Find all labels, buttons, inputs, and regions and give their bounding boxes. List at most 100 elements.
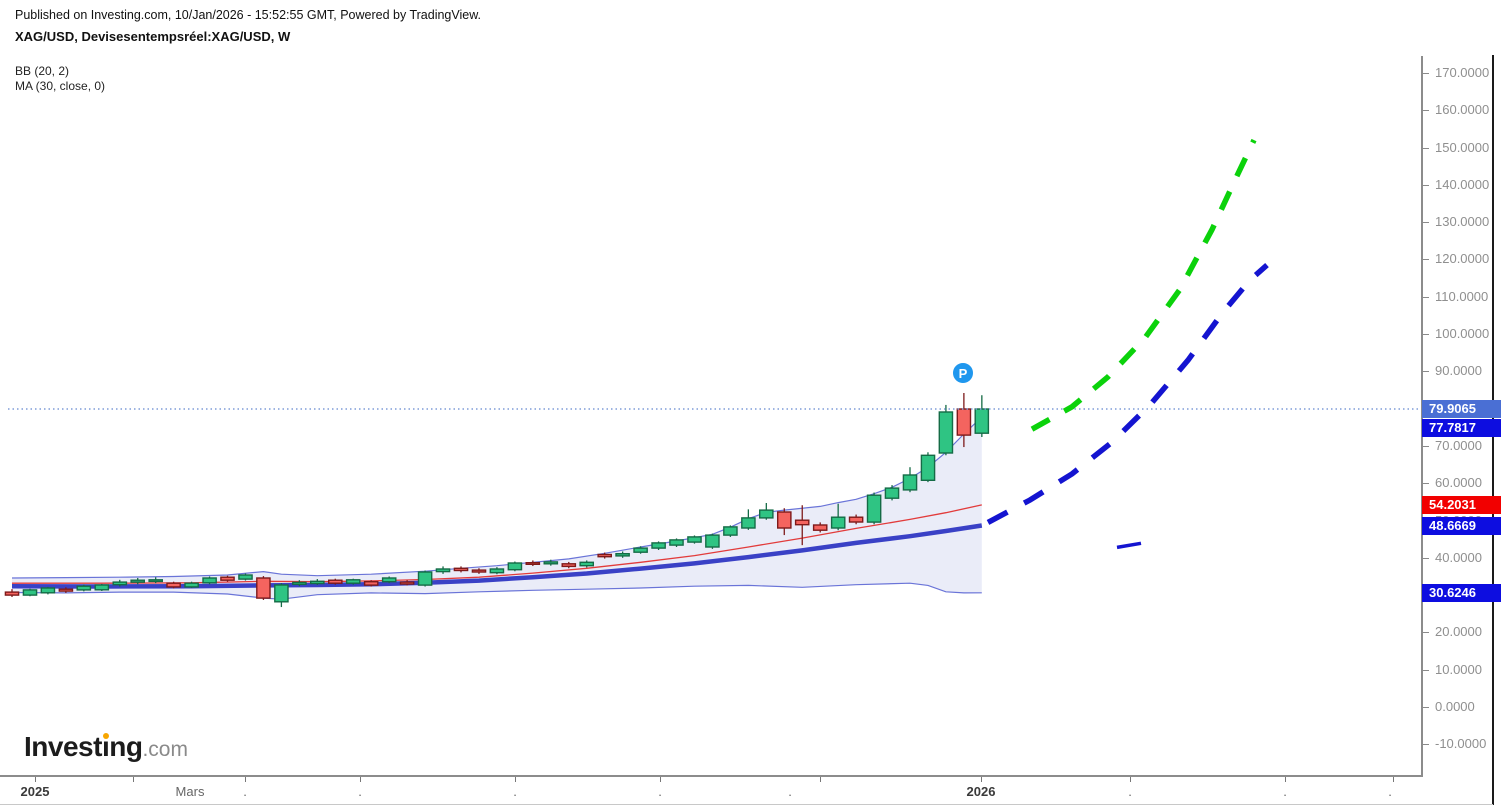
y-tick-label: 60.0000: [1435, 475, 1482, 491]
x-tick-mark: [360, 777, 361, 782]
candle-up: [615, 551, 630, 558]
projection-blue-fragment: [1116, 541, 1142, 550]
y-tick-mark: [1423, 483, 1429, 485]
chart-bottom-border: [0, 804, 1493, 805]
candle-up: [830, 503, 846, 531]
x-axis-label: .: [1388, 784, 1392, 799]
price-label: 30.6246: [1422, 583, 1501, 602]
legend-bb[interactable]: BB (20, 2): [15, 64, 70, 78]
x-tick-mark: [245, 777, 246, 782]
x-tick-mark: [1285, 777, 1286, 782]
candle-up: [759, 503, 774, 520]
candle-up: [345, 578, 361, 585]
published-line: Published on Investing.com, 10/Jan/2026 …: [15, 8, 482, 22]
candle-down: [166, 581, 181, 589]
candle-down: [453, 566, 469, 573]
candle-up: [938, 404, 954, 456]
investing-logo: Investı ng.com: [24, 731, 188, 762]
legend-ma[interactable]: MA (30, close, 0): [15, 79, 106, 93]
candle-up: [40, 586, 56, 595]
bb-basis-line: [12, 504, 982, 584]
price-label: 77.7817: [1422, 418, 1501, 437]
candle-down: [256, 576, 271, 600]
y-tick-mark: [1423, 445, 1429, 447]
time-axis[interactable]: 2025 Mars..... 2026...: [0, 777, 1501, 805]
candle-down: [794, 505, 810, 546]
y-tick-label: 150.0000: [1435, 139, 1490, 155]
candle-up: [381, 576, 397, 584]
y-tick-mark: [1423, 259, 1429, 261]
candle-down: [777, 508, 792, 536]
candle-up: [633, 546, 648, 554]
candle-down: [848, 514, 864, 525]
y-tick-label: 10.0000: [1435, 661, 1482, 677]
y-tick-label: 20.0000: [1435, 624, 1482, 640]
y-tick-label: 0.0000: [1435, 699, 1475, 714]
x-axis-label: 2026: [966, 784, 996, 799]
y-tick-mark: [1423, 632, 1429, 634]
y-tick-mark: [1423, 371, 1429, 373]
candle-up: [902, 467, 918, 493]
candle-down: [812, 522, 828, 533]
symbol-title: XAG/USD, Devisesentempsréel:XAG/USD, W: [15, 29, 291, 44]
candle-down: [363, 580, 379, 587]
candle-up: [651, 541, 666, 550]
candle-up: [741, 509, 756, 530]
candle-up: [94, 583, 110, 592]
candle-up: [76, 584, 92, 592]
y-tick-mark: [1423, 73, 1429, 74]
candle-down: [956, 392, 972, 448]
candle-up: [974, 395, 990, 437]
candle-down: [220, 575, 235, 582]
x-axis-label: Mars: [175, 784, 205, 799]
candle-up: [22, 588, 38, 597]
candle-down: [399, 580, 415, 586]
candle-up: [687, 535, 702, 544]
candle-up: [723, 525, 738, 537]
y-tick-label: 100.0000: [1435, 326, 1490, 342]
x-axis-label: .: [358, 784, 362, 799]
candle-up: [184, 581, 199, 589]
candle-up: [579, 560, 594, 568]
x-tick-mark: [981, 777, 982, 782]
y-tick-mark: [1423, 147, 1429, 149]
candle-up: [705, 533, 720, 549]
x-axis-label: 2025: [20, 784, 50, 799]
price-axis[interactable]: 170.0000 160.0000 150.0000 140.0000 130.0000…: [1421, 55, 1501, 777]
price-label: 54.2031: [1422, 495, 1501, 514]
candle-up: [507, 561, 523, 572]
candle-up: [202, 576, 217, 585]
candle-down: [58, 587, 74, 593]
y-tick-label: 90.0000: [1435, 363, 1482, 379]
projection-green-dashed: [1030, 138, 1257, 432]
p-marker[interactable]: P: [951, 361, 975, 385]
candle-up: [112, 579, 128, 587]
price-label: 79.9065: [1422, 399, 1501, 418]
x-axis-separator: [0, 775, 1423, 777]
candle-up: [148, 577, 164, 584]
x-axis-label: .: [788, 784, 792, 799]
candle-down: [328, 578, 343, 585]
y-tick-mark: [1423, 557, 1429, 559]
x-tick-mark: [35, 777, 36, 782]
y-tick-mark: [1423, 110, 1429, 112]
y-tick-label: 160.0000: [1435, 102, 1490, 118]
projection-blue-dashed: [986, 263, 1269, 525]
candle-up: [310, 579, 325, 586]
candle-up: [543, 559, 559, 566]
x-tick-mark: [1130, 777, 1131, 782]
candle-down: [471, 568, 487, 574]
candle-up: [669, 538, 684, 548]
indicator-legend: BB (20, 2) MA (30, close, 0): [15, 64, 105, 94]
x-axis-label: .: [658, 784, 662, 799]
y-tick-label: -10.0000: [1435, 736, 1487, 752]
x-tick-mark: [820, 777, 821, 782]
y-tick-mark: [1423, 296, 1429, 298]
x-tick-mark: [515, 777, 516, 782]
x-tick-mark: [133, 777, 134, 782]
candle-up: [435, 566, 451, 574]
candle-up: [920, 452, 936, 483]
candle-up: [417, 570, 433, 587]
